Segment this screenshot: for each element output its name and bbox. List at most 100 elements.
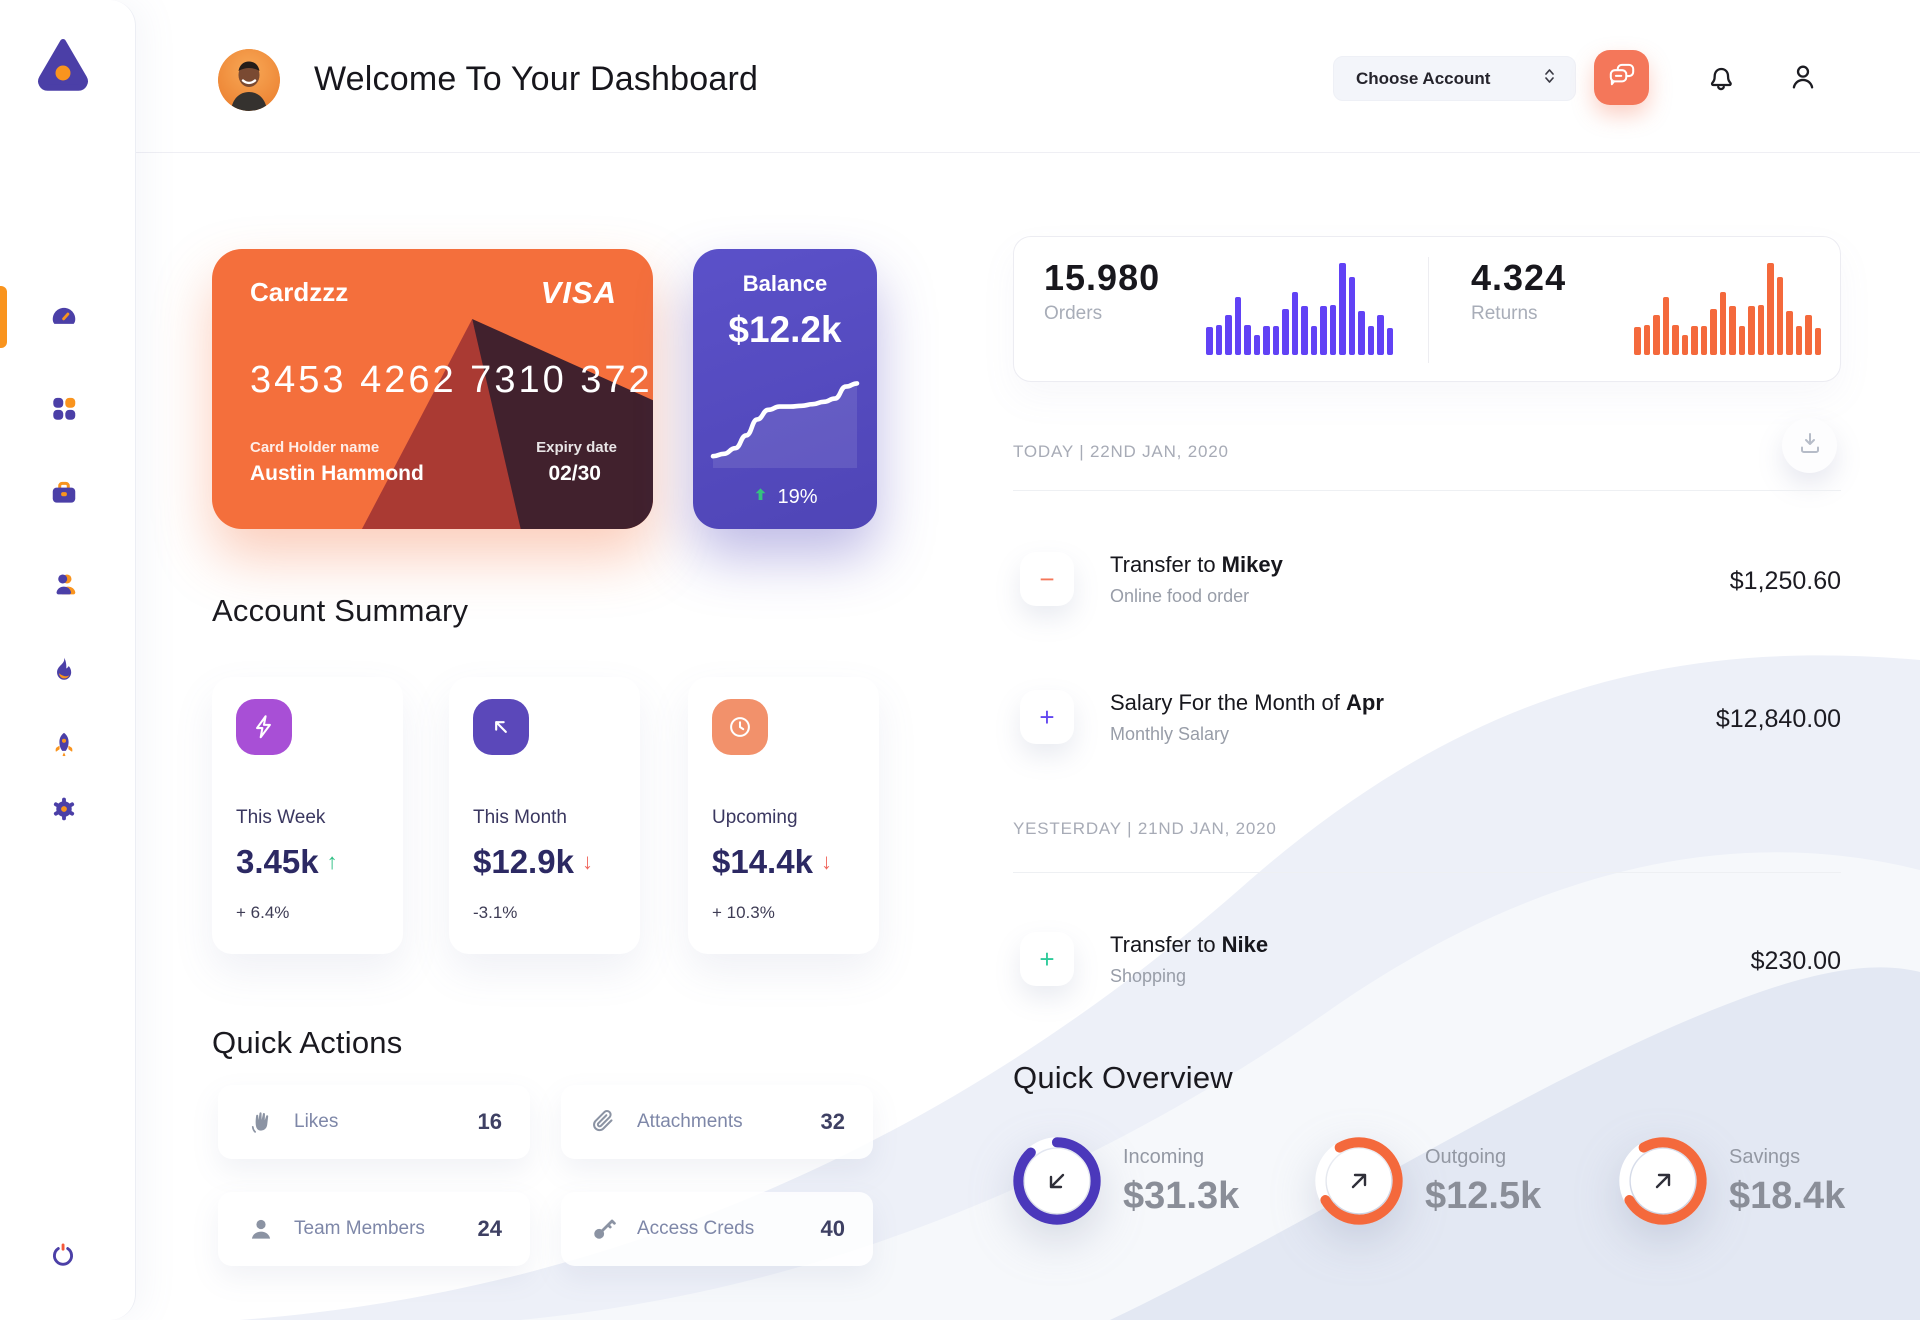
active-nav-indicator <box>0 286 7 348</box>
messages-button[interactable] <box>1594 50 1649 105</box>
credit-card: Cardzzz VISA 3453 4262 7310 3728 Card Ho… <box>212 249 653 529</box>
incoming-gauge: Incoming $31.3k <box>1011 1135 1239 1227</box>
sidebar-item-dashboard[interactable] <box>49 302 79 332</box>
summary-value: $14.4k ↓ <box>712 843 832 880</box>
transaction-amount: $230.00 <box>1750 947 1841 975</box>
balance-trend-chart <box>710 381 860 468</box>
summary-label: This Week <box>236 807 326 828</box>
trend-arrow-icon: ↑ <box>326 849 338 874</box>
bell-icon <box>1704 67 1738 98</box>
orders-value: 15.980 <box>1044 257 1161 298</box>
key-icon <box>589 1214 619 1244</box>
sidebar-item-launch[interactable] <box>49 729 79 759</box>
logout-button[interactable] <box>48 1239 78 1269</box>
paperclip-icon <box>589 1107 619 1137</box>
transaction-subtitle: Shopping <box>1110 966 1187 986</box>
download-button[interactable] <box>1782 418 1837 473</box>
summary-card-upcoming: Upcoming $14.4k ↓ + 10.3% <box>688 677 879 954</box>
summary-card-this-month: This Month $12.9k ↓ -3.1% <box>449 677 640 954</box>
date-group-today: TODAY | 22ND JAN, 2020 <box>1013 442 1229 461</box>
transaction-title: Salary For the Month of Apr <box>1110 690 1384 715</box>
gauge-value: $12.5k <box>1425 1175 1542 1217</box>
transaction-title: Transfer to Nike <box>1110 932 1269 957</box>
outgoing-gauge: Outgoing $12.5k <box>1313 1135 1541 1227</box>
trend-arrow-icon: ↓ <box>581 849 593 874</box>
quick-action-count: 32 <box>820 1109 845 1134</box>
summary-value: 3.45k ↑ <box>236 843 338 880</box>
orders-sparkline <box>1206 263 1398 355</box>
sidebar <box>0 0 136 1320</box>
choose-account-label: Choose Account <box>1356 68 1491 88</box>
stats-divider <box>1428 257 1429 363</box>
clap-icon <box>246 1107 276 1137</box>
transaction-subtitle: Online food order <box>1110 586 1250 606</box>
card-expiry-value: 02/30 <box>548 462 601 485</box>
summary-label: This Month <box>473 807 567 828</box>
transaction-subtitle: Monthly Salary <box>1110 724 1230 744</box>
choose-account-select[interactable]: Choose Account <box>1333 56 1576 101</box>
gauge-label: Savings <box>1729 1146 1801 1168</box>
bolt-icon <box>236 699 292 755</box>
notifications-button[interactable] <box>1704 60 1738 94</box>
transaction-amount: $1,250.60 <box>1729 567 1841 595</box>
quick-action-likes[interactable]: Likes 16 <box>218 1085 530 1159</box>
gauge-label: Incoming <box>1123 1146 1205 1168</box>
rocket-icon <box>49 732 79 763</box>
sidebar-item-briefcase[interactable] <box>49 478 79 508</box>
app-logo <box>32 33 94 95</box>
arrow-direction-icon <box>1049 1173 1065 1189</box>
card-holder-label: Card Holder name <box>250 439 380 456</box>
quick-action-label: Likes <box>294 1111 339 1132</box>
card-expiry-label: Expiry date <box>536 439 617 456</box>
trend-arrow-icon: ↓ <box>820 849 832 874</box>
summary-delta: + 6.4% <box>236 903 290 922</box>
transaction-sign-icon: + <box>1020 932 1074 986</box>
sidebar-item-team[interactable] <box>49 569 79 599</box>
returns-value: 4.324 <box>1471 257 1567 298</box>
transaction-sign-icon: − <box>1020 552 1074 606</box>
select-chevrons-icon <box>1542 66 1557 91</box>
quick-action-team-members[interactable]: Team Members 24 <box>218 1192 530 1266</box>
avatar <box>218 49 280 111</box>
apps-grid-icon <box>49 397 79 427</box>
returns-label: Returns <box>1471 303 1538 324</box>
card-number: 3453 4262 7310 3728 <box>250 359 653 401</box>
orders-label: Orders <box>1044 303 1103 324</box>
quick-action-label: Access Creds <box>637 1218 755 1239</box>
card-holder-name: Austin Hammond <box>250 462 424 485</box>
transaction-row[interactable]: + Salary For the Month of Apr Monthly Sa… <box>1013 690 1841 748</box>
summary-delta: + 10.3% <box>712 903 775 922</box>
user-icon <box>1786 65 1820 98</box>
transaction-row[interactable]: + Transfer to Nike Shopping $230.00 <box>1013 932 1841 990</box>
date-group-yesterday: YESTERDAY | 21ND JAN, 2020 <box>1013 819 1277 838</box>
balance-trend-line <box>710 381 860 459</box>
sidebar-item-apps[interactable] <box>49 393 79 423</box>
profile-button[interactable] <box>1786 60 1820 94</box>
balance-trend-area <box>713 383 857 468</box>
balance-value: $12.2k <box>728 309 842 350</box>
arrow-up-green-icon <box>752 486 769 509</box>
quick-actions-title: Quick Actions <box>212 1025 403 1060</box>
savings-gauge: Savings $18.4k <box>1617 1135 1845 1227</box>
summary-card-this-week: This Week 3.45k ↑ + 6.4% <box>212 677 403 954</box>
arrow-direction-icon <box>1351 1173 1367 1189</box>
power-icon <box>48 1243 78 1273</box>
clock-icon <box>712 699 768 755</box>
briefcase-icon <box>49 481 79 512</box>
quick-action-attachments[interactable]: Attachments 32 <box>561 1085 873 1159</box>
chat-icon <box>1606 59 1638 96</box>
quick-action-access-creds[interactable]: Access Creds 40 <box>561 1192 873 1266</box>
dashboard-icon <box>49 307 79 336</box>
transaction-row[interactable]: − Transfer to Mikey Online food order $1… <box>1013 552 1841 610</box>
balance-label: Balance <box>742 271 828 296</box>
summary-delta: -3.1% <box>473 903 518 922</box>
flame-icon <box>49 657 79 688</box>
visa-logo: VISA <box>540 275 617 310</box>
sidebar-item-trending[interactable] <box>49 654 79 684</box>
quick-action-count: 40 <box>820 1216 845 1241</box>
gauge-value: $31.3k <box>1123 1175 1240 1217</box>
divider <box>1013 490 1841 491</box>
balance-change: 19% <box>693 486 877 509</box>
quick-overview-title: Quick Overview <box>1013 1060 1233 1095</box>
sidebar-item-settings[interactable] <box>49 794 79 824</box>
